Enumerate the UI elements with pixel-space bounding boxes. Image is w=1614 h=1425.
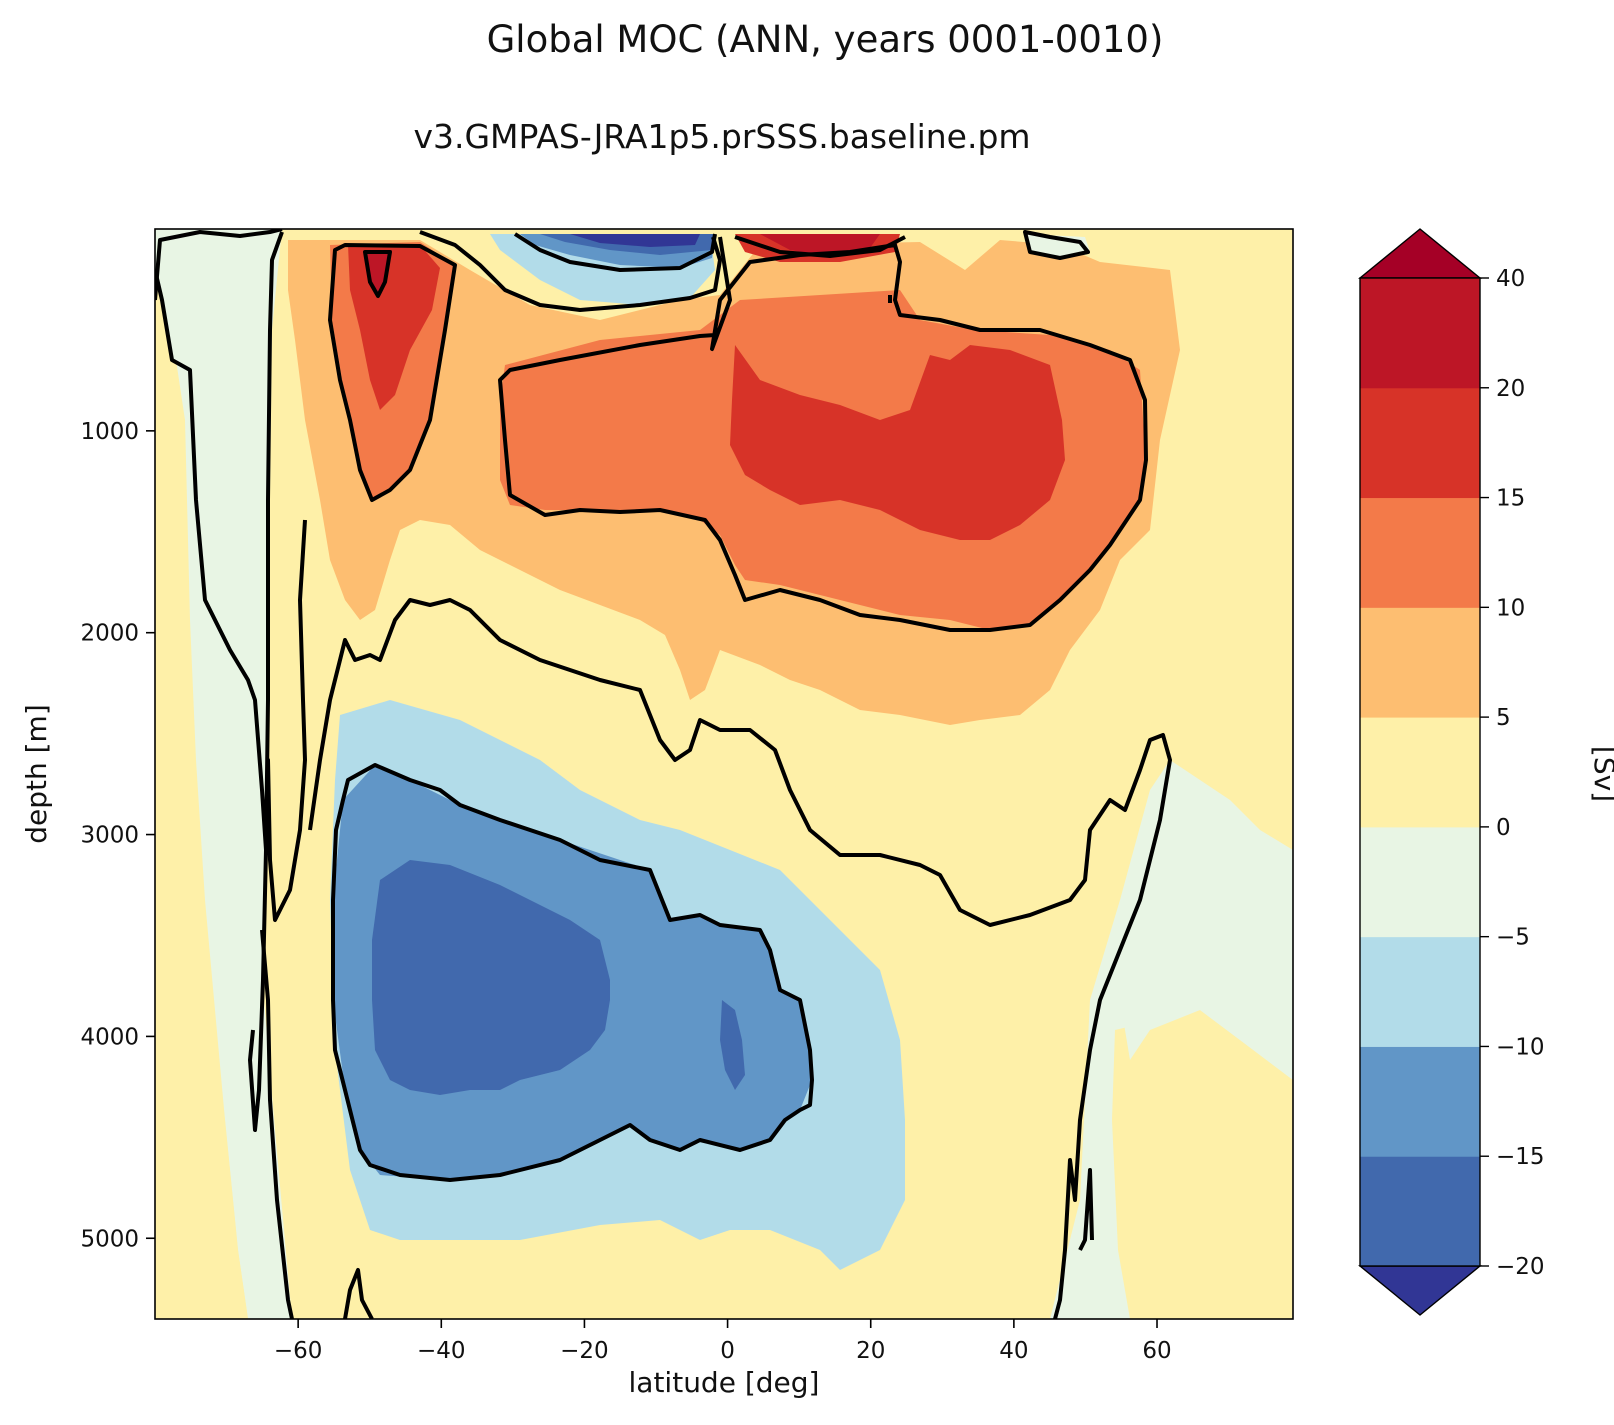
colorbar-tick-label: 0 — [1496, 815, 1511, 841]
fill-positive-gt-15-upper-cell — [730, 345, 1065, 540]
plot-area: −60 −40 −20 0 20 40 60 1000 2000 3000 4000 5000 la… — [20, 228, 1294, 1399]
colorbar-tick-label: −10 — [1496, 1034, 1545, 1060]
colorbar-tick-label: 20 — [1496, 376, 1525, 402]
x-tick-label: −60 — [274, 1338, 323, 1364]
colorbar-band — [1360, 278, 1480, 389]
fill-negative-lt-0-upper — [155, 229, 282, 850]
contour-lines — [155, 229, 1172, 1319]
filled-contours — [155, 229, 1293, 1319]
colorbar-extend-over — [1358, 228, 1482, 279]
contour-zero-abyssal-top — [308, 598, 1172, 1319]
fill-negative-lt-0-north-east — [1120, 780, 1293, 1080]
colorbar-band — [1360, 1046, 1480, 1157]
colorbar-tick-label: 40 — [1496, 266, 1525, 292]
colorbar-extend-under — [1358, 1265, 1482, 1316]
y-tick-label: 2000 — [80, 621, 139, 647]
y-tick-label: 3000 — [80, 823, 139, 849]
fill-positive-gt-0-south-strip — [155, 360, 248, 1319]
figure-title: Global MOC (ANN, years 0001-0010) — [487, 18, 1164, 61]
contour-zero-surface-south — [419, 230, 722, 312]
y-tick-label: 4000 — [80, 1024, 139, 1050]
contour-plus10-southern — [328, 243, 457, 502]
x-axis-label: latitude [deg] — [629, 1366, 820, 1399]
x-axis: −60 −40 −20 0 20 40 60 — [274, 1319, 1172, 1364]
colorbar-band — [1360, 1156, 1480, 1267]
contour-plus20-southern — [363, 250, 392, 298]
plot-frame — [154, 228, 1294, 1320]
x-tick-label: −40 — [417, 1338, 466, 1364]
contour-zero-north-surface-loop — [1023, 230, 1090, 260]
colorbar-tick-label: −15 — [1496, 1144, 1545, 1170]
contour-minus10-surface — [513, 232, 717, 272]
x-tick-label: 60 — [1142, 1338, 1171, 1364]
x-tick-label: 20 — [856, 1338, 885, 1364]
colorbar-tick-label: 15 — [1496, 486, 1525, 512]
x-tick-label: 40 — [999, 1338, 1028, 1364]
x-tick-label: 0 — [720, 1338, 735, 1364]
contour-zero-south-wall — [155, 231, 284, 852]
colorbar-frame — [1359, 277, 1481, 1267]
contour-minus10-abyssal — [331, 763, 814, 1182]
colorbar-band — [1360, 497, 1480, 608]
contour-zero-north-tail — [1078, 1168, 1094, 1251]
y-tick-label: 5000 — [80, 1226, 139, 1252]
fill-positive-gt-20-tropical — [760, 234, 880, 255]
y-tick-label: 1000 — [80, 419, 139, 445]
fill-negative-lt-minus15-east — [720, 1000, 745, 1090]
contour-zero-southern-ocean — [155, 229, 283, 301]
contour-zero-south-bottom — [343, 1268, 374, 1319]
fill-negative-lt-minus15 — [372, 860, 610, 1095]
y-axis: 1000 2000 3000 4000 5000 — [80, 419, 155, 1252]
contour-zero-surface-north — [498, 236, 1148, 632]
contour-zero-midwater — [248, 519, 307, 1132]
fill-positive-gt-0-north-east — [1112, 1010, 1293, 1319]
colorbar-band — [1360, 607, 1480, 718]
colorbar-band — [1360, 717, 1480, 828]
colorbar-tick-label: 10 — [1496, 595, 1525, 621]
colorbar: −20 −15 −10 −5 0 5 10 15 20 40 — [1358, 228, 1545, 1316]
contour-zero-south-abyssal-edge — [260, 929, 294, 1319]
colorbar-label: [Sv] — [1588, 746, 1614, 802]
colorbar-band — [1360, 826, 1480, 938]
fill-positive-gt-20 — [365, 250, 392, 298]
y-axis-label: depth [m] — [20, 704, 53, 844]
figure-subtitle: v3.GMPAS-JRA1p5.prSSS.baseline.pm — [413, 117, 1030, 156]
x-tick-label: −20 — [560, 1338, 609, 1364]
colorbar-tick-label: 5 — [1496, 705, 1511, 731]
colorbar-tick-label: −20 — [1496, 1254, 1545, 1280]
colorbar-band — [1360, 936, 1480, 1047]
fill-negative-under-surface — [570, 234, 700, 247]
colorbar-tick-label: −5 — [1496, 925, 1530, 951]
contour-plus10-tropical — [734, 235, 906, 258]
colorbar-band — [1360, 387, 1480, 499]
